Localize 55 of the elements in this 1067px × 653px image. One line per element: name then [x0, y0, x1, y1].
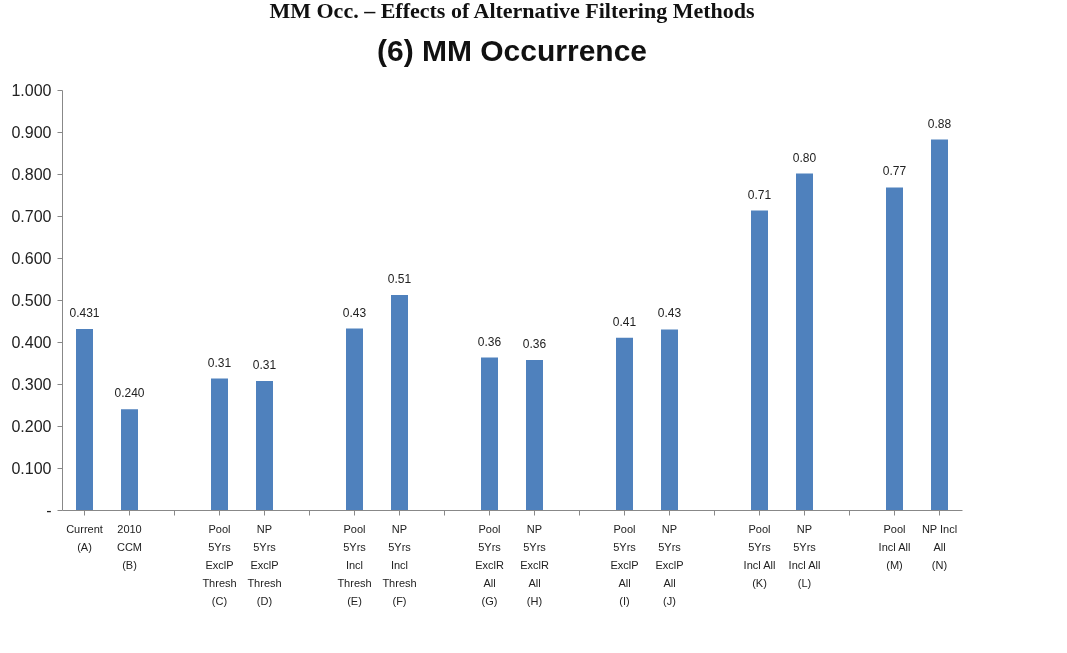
x-tick-label: NP 5Yrs ExclP Thresh (D) — [247, 522, 282, 607]
bar — [211, 378, 228, 510]
bar — [886, 187, 903, 510]
x-tick-label: Pool 5Yrs ExclR All (G) — [475, 522, 504, 607]
data-label: 0.36 — [477, 334, 502, 349]
bar — [616, 337, 633, 510]
bar — [256, 381, 273, 510]
bar — [751, 210, 768, 510]
x-tick-label: NP 5Yrs ExclP All (J) — [655, 522, 684, 607]
bar — [346, 328, 363, 510]
y-tick-label: 1.000 — [11, 81, 52, 99]
data-label: 0.36 — [522, 337, 547, 352]
y-tick-label: 0.100 — [11, 459, 52, 477]
bar — [661, 329, 678, 510]
x-tick-label: 2010 CCM (B) — [116, 522, 143, 571]
data-label: 0.80 — [792, 150, 817, 165]
y-tick-label: 0.200 — [11, 417, 52, 435]
y-tick-label: 0.700 — [11, 207, 52, 225]
data-label: 0.43 — [657, 306, 682, 321]
x-tick-label: Pool 5Yrs Incl Thresh (E) — [337, 522, 372, 607]
bar — [121, 409, 138, 510]
y-tick-label: 0.800 — [11, 165, 52, 183]
bar — [76, 328, 93, 510]
y-tick-label: 0.300 — [11, 375, 52, 393]
data-label: 0.51 — [387, 271, 412, 286]
chart-title: MM Occ. – Effects of Alternative Filtering Methods — [269, 0, 755, 23]
x-tick-label: Pool 5Yrs Incl All (K) — [743, 522, 776, 589]
y-tick-label: 0.900 — [11, 123, 52, 141]
x-tick-label: Pool Incl All (M) — [878, 522, 911, 571]
x-tick-label: NP Incl All (N) — [921, 522, 958, 571]
bar — [931, 139, 948, 510]
data-label: 0.31 — [252, 358, 277, 373]
data-label: 0.240 — [114, 386, 145, 401]
x-tick-label: Pool 5Yrs ExclP Thresh (C) — [202, 522, 237, 607]
x-tick-label: Current (A) — [66, 522, 103, 553]
y-tick-label: 0.400 — [11, 333, 52, 351]
data-label: 0.31 — [207, 355, 232, 370]
x-tick-label: NP 5Yrs ExclR All (H) — [520, 522, 549, 607]
data-label: 0.71 — [747, 187, 772, 202]
data-label: 0.431 — [69, 305, 100, 320]
y-tick-label: - — [46, 501, 52, 519]
y-tick-label: 0.600 — [11, 249, 52, 267]
bar — [526, 360, 543, 510]
data-label: 0.43 — [342, 305, 367, 320]
x-tick-label: NP 5Yrs Incl Thresh (F) — [382, 522, 417, 607]
data-label: 0.88 — [927, 116, 952, 131]
bar — [796, 173, 813, 510]
y-tick-label: 0.500 — [11, 291, 52, 309]
data-label: 0.77 — [882, 164, 907, 179]
chart-subtitle: (6) MM Occurrence — [376, 34, 648, 67]
bar — [481, 357, 498, 510]
x-tick-label: Pool 5Yrs ExclP All (I) — [610, 522, 639, 607]
x-tick-label: NP 5Yrs Incl All (L) — [788, 522, 821, 589]
bar — [391, 294, 408, 510]
data-label: 0.41 — [612, 314, 637, 329]
